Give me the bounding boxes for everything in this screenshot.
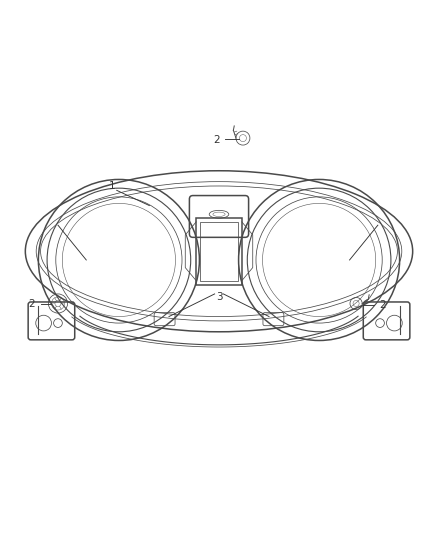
Text: 1: 1 [109, 181, 116, 191]
Text: 2: 2 [379, 300, 385, 310]
Text: 2: 2 [213, 135, 220, 146]
Text: 2: 2 [28, 300, 35, 309]
Text: 3: 3 [215, 292, 223, 302]
